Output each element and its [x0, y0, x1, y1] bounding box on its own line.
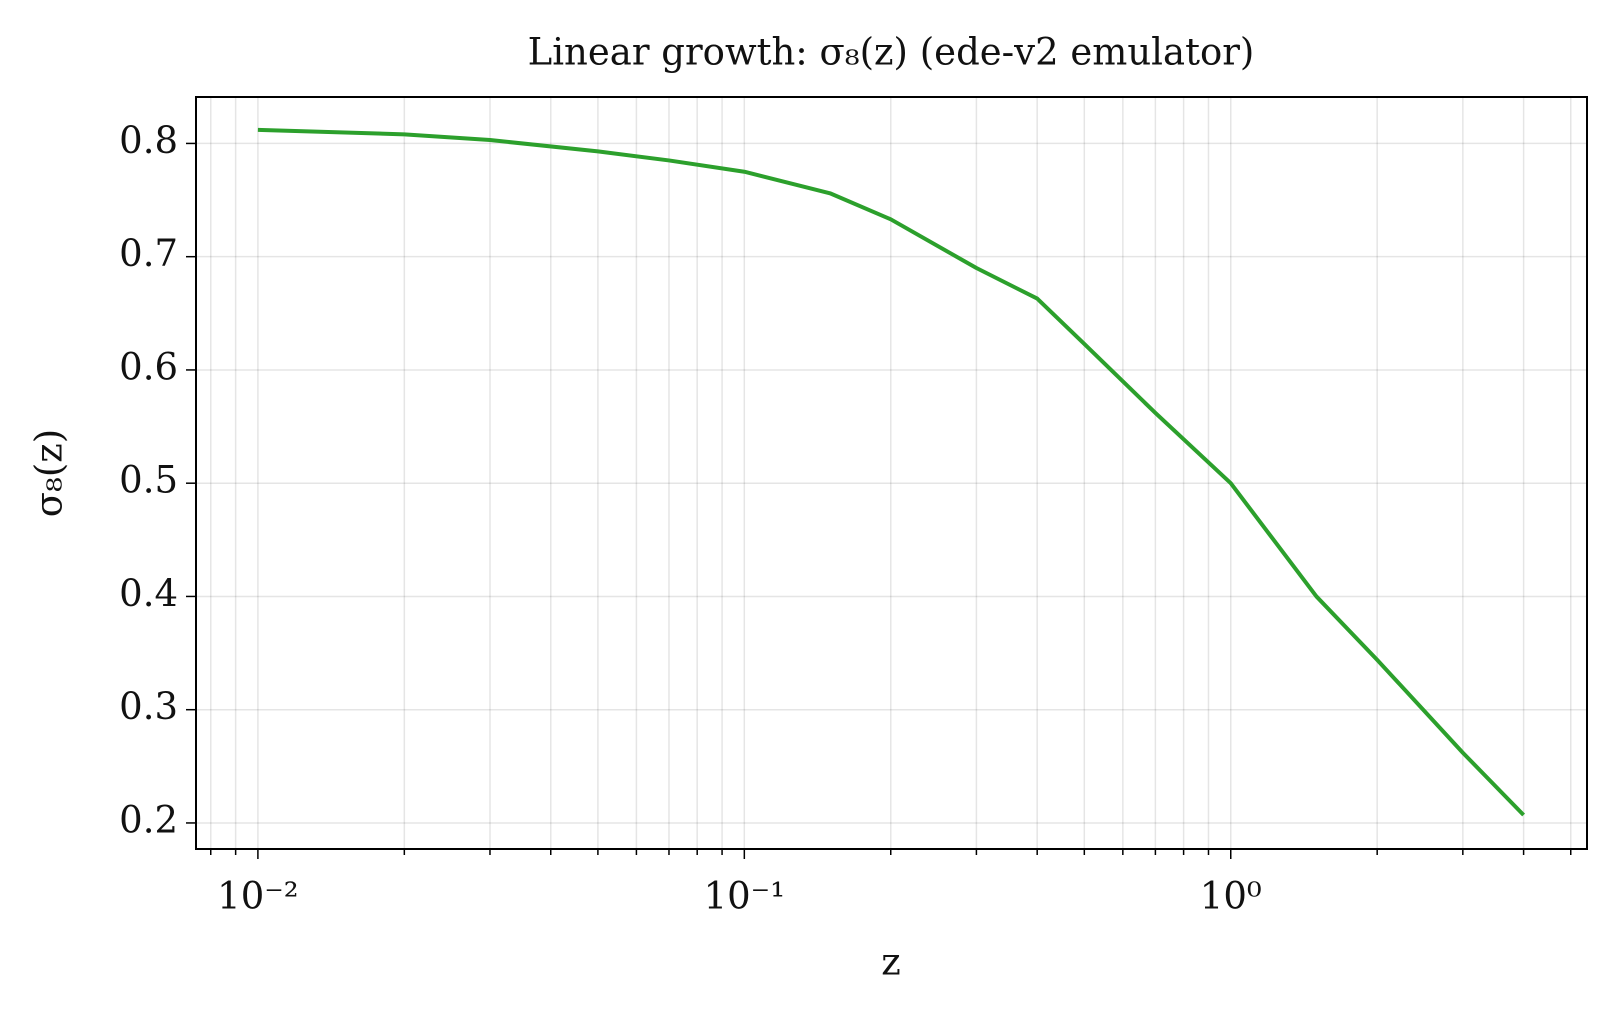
x-tick-label: 10⁻² — [217, 875, 298, 918]
y-tick-label: 0.8 — [119, 119, 178, 162]
x-axis-label: z — [881, 941, 901, 984]
y-tick-label: 0.2 — [119, 798, 178, 841]
x-tick-label: 10⁰ — [1200, 875, 1262, 918]
series-line — [257, 127, 1526, 817]
y-tick-label: 0.3 — [119, 685, 178, 728]
y-tick-label: 0.7 — [119, 232, 178, 275]
y-tick-label: 0.5 — [119, 459, 178, 502]
plot-frame — [195, 96, 1588, 850]
y-tick-label: 0.4 — [119, 572, 178, 615]
x-tick-label: 10⁻¹ — [704, 875, 785, 918]
y-axis-label: σ₈(z) — [28, 429, 71, 517]
chart-title: Linear growth: σ₈(z) (ede-v2 emulator) — [528, 31, 1255, 74]
y-tick-label: 0.6 — [119, 345, 178, 388]
